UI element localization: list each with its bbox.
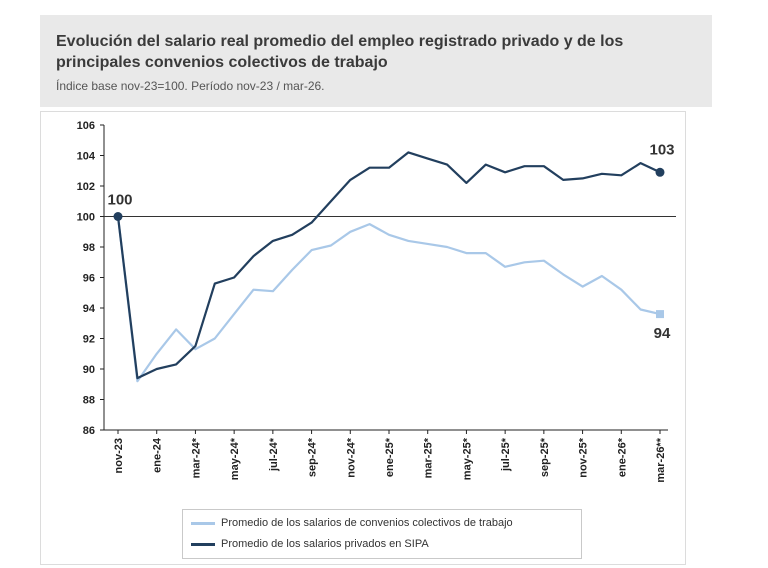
- end-point-private: [655, 167, 665, 177]
- y-tick-label: 86: [83, 425, 95, 437]
- x-tick-label: nov-24*: [345, 437, 357, 477]
- chart-header: Evolución del salario real promedio del …: [40, 15, 712, 107]
- y-tick-label: 98: [83, 242, 95, 254]
- chart-title: Evolución del salario real promedio del …: [56, 33, 624, 71]
- x-tick-label: ene-26*: [616, 437, 628, 477]
- y-tick-label: 88: [83, 395, 95, 407]
- start-point-marker: [113, 212, 123, 221]
- chart-area: [40, 111, 686, 565]
- y-tick-label: 100: [77, 212, 95, 224]
- x-tick-label: jul-25*: [500, 437, 512, 472]
- start-value-label: 100: [107, 192, 132, 209]
- x-tick-label: nov-23: [113, 438, 125, 473]
- y-tick-label: 102: [77, 181, 95, 193]
- legend-swatch-private: [191, 542, 215, 546]
- y-tick-label: 90: [83, 364, 95, 376]
- chart-subtitle: Índice base nov-23=100. Período nov-23 /…: [56, 79, 325, 93]
- x-tick-label: ene-25*: [384, 437, 396, 477]
- y-tick-label: 94: [83, 303, 96, 315]
- x-tick-label: may-25*: [461, 437, 473, 480]
- legend-swatch-agreements: [191, 521, 215, 525]
- x-tick-label: ene-24: [152, 437, 164, 473]
- x-tick-label: mar-24*: [190, 437, 202, 478]
- legend-item-agreements: Promedio de los salarios de convenios co…: [191, 517, 513, 529]
- x-tick-label: jul-24*: [268, 437, 280, 472]
- end-value-agreements-label: 94: [654, 325, 671, 342]
- x-tick-label: nov-25*: [578, 437, 590, 477]
- legend-label-private: Promedio de los salarios privados en SIP…: [221, 538, 429, 550]
- y-tick-label: 104: [77, 151, 96, 163]
- y-tick-label: 96: [83, 273, 95, 285]
- x-tick-label: sep-24*: [307, 437, 319, 477]
- series-line-private: [116, 151, 661, 380]
- end-value-private-label: 103: [649, 141, 674, 158]
- x-tick-label: mar-26**: [655, 437, 667, 482]
- series-line-agreements: [116, 216, 661, 383]
- chart-legend: Promedio de los salarios de convenios co…: [182, 509, 582, 559]
- x-tick-label: mar-25*: [423, 437, 435, 478]
- x-tick-label: sep-25*: [539, 437, 551, 477]
- y-tick-label: 106: [77, 120, 95, 132]
- end-point-agreements: [656, 310, 664, 319]
- x-tick-label: may-24*: [229, 437, 241, 480]
- legend-item-private: Promedio de los salarios privados en SIP…: [191, 538, 429, 550]
- y-tick-label: 92: [83, 334, 95, 346]
- legend-label-agreements: Promedio de los salarios de convenios co…: [221, 517, 513, 529]
